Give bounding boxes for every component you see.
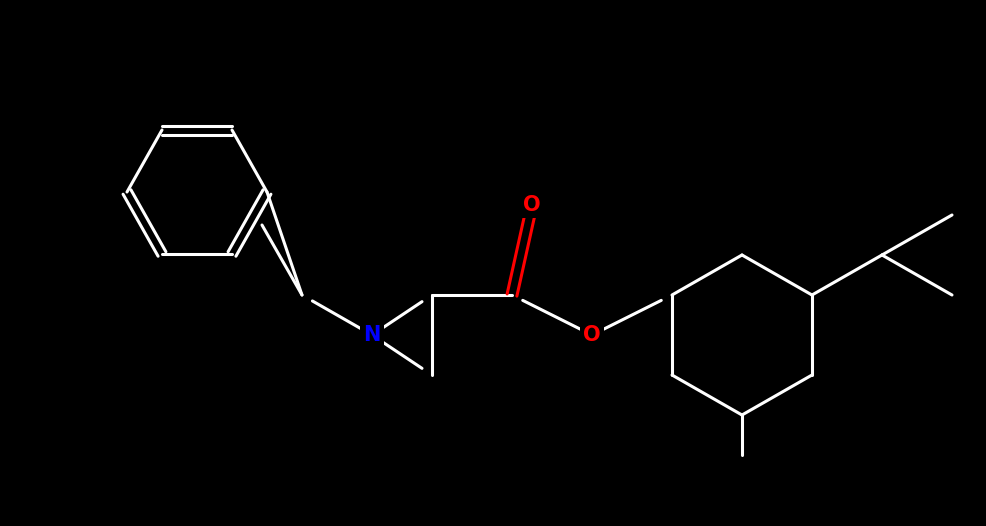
Text: N: N bbox=[363, 325, 381, 345]
Text: O: O bbox=[583, 325, 600, 345]
Text: O: O bbox=[524, 195, 540, 215]
